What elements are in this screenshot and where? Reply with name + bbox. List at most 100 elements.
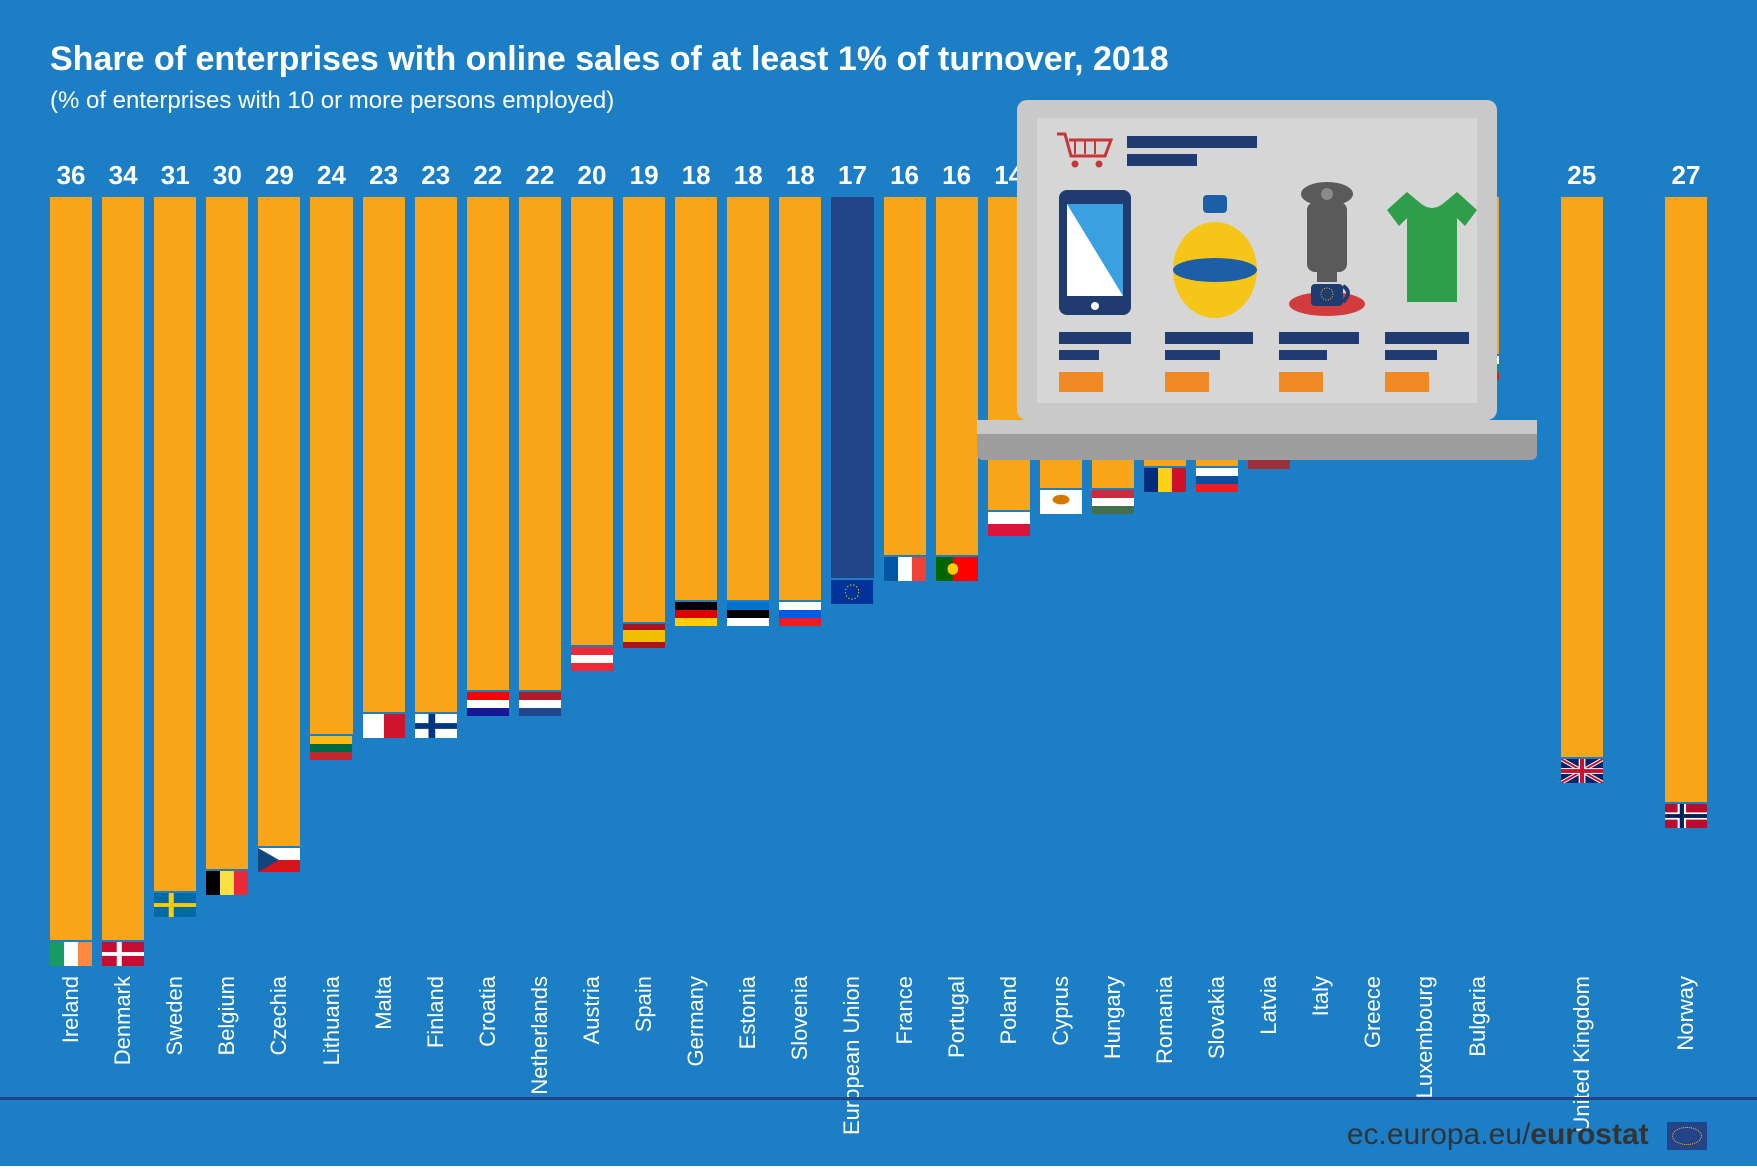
bar-value-label: 23 xyxy=(421,160,450,191)
bar-value-label: 18 xyxy=(786,160,815,191)
bar-axis-label: Croatia xyxy=(475,976,501,1083)
footer-url-prefix: ec.europa.eu/ xyxy=(1347,1118,1530,1151)
bar-spain: 19Spain xyxy=(623,160,665,966)
flag-se-icon xyxy=(154,893,196,917)
bar-value-label: 20 xyxy=(578,160,607,191)
bar-value-label: 16 xyxy=(942,160,971,191)
flag-eu-icon xyxy=(831,580,873,604)
bar-croatia: 22Croatia xyxy=(467,160,509,966)
flag-be-icon xyxy=(206,871,248,895)
bar-axis-label: Austria xyxy=(579,976,605,1080)
bar-axis-label: Spain xyxy=(631,976,657,1068)
bar-rect xyxy=(467,197,509,690)
bar-value-label: 31 xyxy=(161,160,190,191)
chart-title: Share of enterprises with online sales o… xyxy=(50,40,1707,79)
bar-sweden: 31Sweden xyxy=(154,160,196,966)
bar-value-label: 25 xyxy=(1567,160,1596,191)
bar-axis-label: Italy xyxy=(1308,976,1334,1052)
bar-axis-label: Romania xyxy=(1152,976,1178,1100)
bar-value-label: 18 xyxy=(682,160,711,191)
bar-lithuania: 24Lithuania xyxy=(310,160,352,966)
bar-rect xyxy=(50,197,92,940)
bar-axis-label: Ireland xyxy=(58,976,84,1079)
footer-divider xyxy=(0,1097,1757,1100)
bar-value-label: 34 xyxy=(109,160,138,191)
flag-de-icon xyxy=(675,602,717,626)
bar-axis-label: Slovakia xyxy=(1204,976,1230,1095)
flag-gb-icon xyxy=(1561,759,1603,783)
flag-fr-icon xyxy=(884,557,926,581)
flag-sk-icon xyxy=(1196,468,1238,492)
bar-rect xyxy=(310,197,352,734)
bar-axis-label: Portugal xyxy=(944,976,970,1094)
bar-axis-label: Belgium xyxy=(214,976,240,1091)
bar-axis-label: Cyprus xyxy=(1048,976,1074,1082)
footer-source: ec.europa.eu/eurostat xyxy=(1347,1118,1707,1152)
flag-si-icon xyxy=(779,602,821,626)
bar-value-label: 19 xyxy=(630,160,659,191)
bar-axis-label: Germany xyxy=(683,976,709,1102)
bar-norway: 27Norway xyxy=(1665,160,1707,966)
footer-url-bold: eurostat xyxy=(1530,1118,1648,1151)
bar-axis-label: Greece xyxy=(1360,976,1386,1084)
laptop-illustration xyxy=(977,100,1537,470)
flag-ee-icon xyxy=(727,602,769,626)
bar-austria: 20Austria xyxy=(571,160,613,966)
bar-rect xyxy=(675,197,717,600)
bar-malta: 23Malta xyxy=(363,160,405,966)
bar-rect xyxy=(779,197,821,600)
flag-mt-icon xyxy=(363,714,405,738)
bar-ireland: 36Ireland xyxy=(50,160,92,966)
bar-united-kingdom: 25United Kingdom xyxy=(1561,160,1603,966)
bar-france: 16France xyxy=(884,160,926,966)
bar-rect xyxy=(571,197,613,645)
bar-rect xyxy=(415,197,457,712)
bar-axis-label: Bulgaria xyxy=(1465,976,1491,1093)
bar-value-label: 22 xyxy=(473,160,502,191)
bar-axis-label: Netherlands xyxy=(527,976,553,1131)
bar-portugal: 16Portugal xyxy=(936,160,978,966)
bar-axis-label: European Union xyxy=(839,976,865,1171)
flag-cy-icon xyxy=(1040,490,1082,514)
bar-value-label: 17 xyxy=(838,160,867,191)
bar-axis-label: Norway xyxy=(1673,976,1699,1087)
flag-ie-icon xyxy=(50,942,92,966)
bar-denmark: 34Denmark xyxy=(102,160,144,966)
bar-value-label: 29 xyxy=(265,160,294,191)
bar-germany: 18Germany xyxy=(675,160,717,966)
bar-rect xyxy=(258,197,300,846)
bar-axis-label: Lithuania xyxy=(319,976,345,1101)
bar-czechia: 29Czechia xyxy=(258,160,300,966)
bar-value-label: 16 xyxy=(890,160,919,191)
bar-rect xyxy=(519,197,561,690)
bar-value-label: 36 xyxy=(57,160,86,191)
bar-axis-label: Malta xyxy=(371,976,397,1066)
bar-axis-label: Luxembourg xyxy=(1412,976,1438,1134)
bar-rect xyxy=(154,197,196,891)
bar-axis-label: Latvia xyxy=(1256,976,1282,1071)
bar-slovenia: 18Slovenia xyxy=(779,160,821,966)
bar-rect xyxy=(884,197,926,555)
bar-finland: 23Finland xyxy=(415,160,457,966)
bar-netherlands: 22Netherlands xyxy=(519,160,561,966)
flag-lt-icon xyxy=(310,736,352,760)
bar-value-label: 23 xyxy=(369,160,398,191)
bar-belgium: 30Belgium xyxy=(206,160,248,966)
bar-axis-label: Czechia xyxy=(266,976,292,1091)
bar-rect xyxy=(727,197,769,600)
bar-estonia: 18Estonia xyxy=(727,160,769,966)
bar-axis-label: Estonia xyxy=(735,976,761,1085)
bar-axis-label: Hungary xyxy=(1100,976,1126,1095)
flag-no-icon xyxy=(1665,804,1707,828)
bar-axis-label: Slovenia xyxy=(787,976,813,1096)
flag-cz-icon xyxy=(258,848,300,872)
bar-axis-label: Sweden xyxy=(162,976,188,1092)
bar-rect xyxy=(831,197,873,578)
bar-rect xyxy=(206,197,248,869)
bar-axis-label: France xyxy=(892,976,918,1080)
bar-rect xyxy=(1561,197,1603,757)
flag-dk-icon xyxy=(102,942,144,966)
bar-axis-label: Poland xyxy=(996,976,1022,1081)
bar-value-label: 22 xyxy=(525,160,554,191)
flag-es-icon xyxy=(623,624,665,648)
